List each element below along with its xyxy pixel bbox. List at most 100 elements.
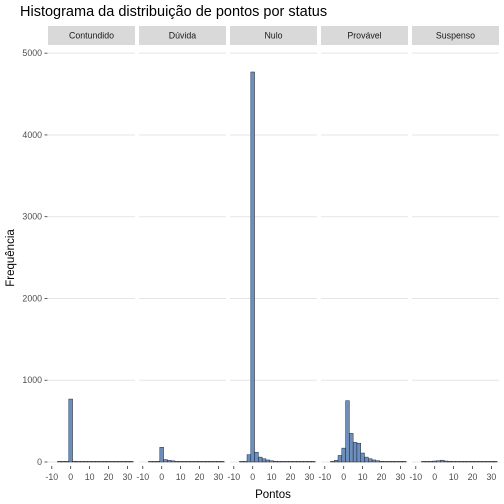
histogram-bar: [220, 461, 225, 463]
histogram-bar: [462, 461, 468, 463]
histogram-bar: [129, 461, 134, 463]
histogram-bar: [110, 461, 115, 463]
histogram-bar: [113, 461, 119, 463]
histogram-bar: [250, 71, 255, 463]
facet-strip: [412, 26, 499, 45]
histogram-bar: [303, 461, 308, 463]
x-tick-label: 10: [449, 472, 459, 482]
x-tick-label: 10: [358, 472, 368, 482]
histogram-bar: [102, 461, 107, 463]
histogram-bar: [208, 461, 213, 463]
histogram-bar: [201, 461, 206, 463]
facet-strip-label: Provável: [347, 31, 381, 41]
histogram-bar: [477, 461, 483, 463]
facet-panel: Suspenso -10 0 10 20 30: [409, 26, 499, 482]
histogram-bar: [425, 461, 430, 463]
histogram-bar: [83, 461, 88, 463]
histogram-bar: [337, 455, 343, 463]
histogram-bar: [459, 461, 464, 463]
x-tick-label: 0: [432, 472, 437, 482]
histogram-bar: [345, 400, 350, 463]
facet-panel: Dúvida -10 0 10 20 30: [136, 26, 226, 482]
facet-panels: Contundido -10 0 10 20 30 Dúvida -10 0 10 20 30 Nulo…: [45, 26, 499, 482]
x-tick-label: -10: [136, 472, 149, 482]
x-tick-label: -10: [45, 472, 58, 482]
facet-strip-label: Dúvida: [169, 31, 196, 41]
histogram-bar: [470, 461, 475, 463]
chart-title: Histograma da distribuição de pontos por…: [20, 4, 327, 20]
histogram-bar: [152, 461, 157, 463]
histogram-bar: [364, 456, 369, 463]
x-tick-label: 20: [104, 472, 114, 482]
histogram-bar: [349, 433, 354, 463]
histogram-bar: [68, 398, 73, 463]
x-tick-label: 20: [195, 472, 205, 482]
histogram-bar: [398, 461, 403, 463]
histogram-bar: [98, 461, 104, 463]
histogram-bar: [117, 461, 122, 463]
histogram-bar: [299, 461, 304, 463]
x-tick-label: 20: [377, 472, 387, 482]
histogram-bar: [455, 461, 460, 463]
histogram-bar: [121, 461, 126, 463]
histogram-bar: [76, 461, 81, 463]
histogram-bar: [383, 461, 388, 463]
y-tick-label: 4000: [22, 130, 42, 140]
histogram-bar: [421, 461, 426, 463]
x-tick-label: 30: [396, 472, 406, 482]
y-tick-label: 2000: [22, 293, 42, 303]
x-tick-label: 20: [286, 472, 296, 482]
histogram-bar: [254, 451, 259, 463]
histogram-bar: [311, 461, 316, 463]
histogram-bar: [258, 456, 263, 463]
x-tick-label: 0: [159, 472, 164, 482]
histogram-bar: [295, 461, 301, 463]
x-tick-label: -10: [227, 472, 240, 482]
histogram-bar: [265, 459, 270, 463]
x-tick-label: 20: [468, 472, 478, 482]
x-tick-label: 0: [68, 472, 73, 482]
histogram-bar: [451, 461, 456, 463]
histogram-bar: [428, 461, 434, 463]
y-axis-title: Frequência: [5, 229, 17, 287]
histogram-bar: [148, 461, 153, 463]
x-tick-label: 30: [487, 472, 497, 482]
histogram-bar: [330, 461, 335, 463]
histogram-bar: [72, 460, 77, 463]
facet-strip-label: Contundido: [69, 31, 114, 41]
histogram-bar: [174, 461, 179, 463]
histogram-bar: [79, 461, 85, 463]
histogram-bar: [246, 454, 252, 463]
histogram-bar: [155, 461, 161, 463]
histogram-bar: [394, 461, 399, 463]
histogram-bar: [261, 458, 267, 463]
histogram-bar: [243, 461, 248, 463]
facet-strip: [230, 26, 317, 45]
x-tick-label: 0: [341, 472, 346, 482]
histogram-bar: [390, 461, 395, 463]
x-tick-label: 10: [176, 472, 186, 482]
facet-panel: Provável -10 0 10 20 30: [318, 26, 408, 482]
y-tick-label: 1000: [22, 375, 42, 385]
x-tick-label: 30: [305, 472, 315, 482]
histogram-bar: [273, 460, 278, 463]
histogram-bar: [443, 460, 449, 463]
histogram-bar: [64, 461, 70, 463]
histogram-bar: [440, 459, 445, 463]
histogram-bar: [61, 461, 66, 463]
histogram-bar: [371, 459, 377, 463]
x-tick-label: 10: [267, 472, 277, 482]
histogram-bar: [189, 461, 195, 463]
histogram-bar: [95, 461, 100, 463]
facet-strip: [139, 26, 226, 45]
histogram-bar: [239, 461, 244, 463]
histogram-bar: [269, 460, 274, 463]
histogram-bar: [493, 461, 498, 463]
y-tick-label: 3000: [22, 212, 42, 222]
histogram-bar: [125, 461, 130, 463]
histogram-bar: [106, 461, 111, 463]
histogram-bar: [489, 461, 494, 463]
facet-strip-label: Nulo: [264, 31, 282, 41]
histogram-bar: [447, 461, 452, 463]
